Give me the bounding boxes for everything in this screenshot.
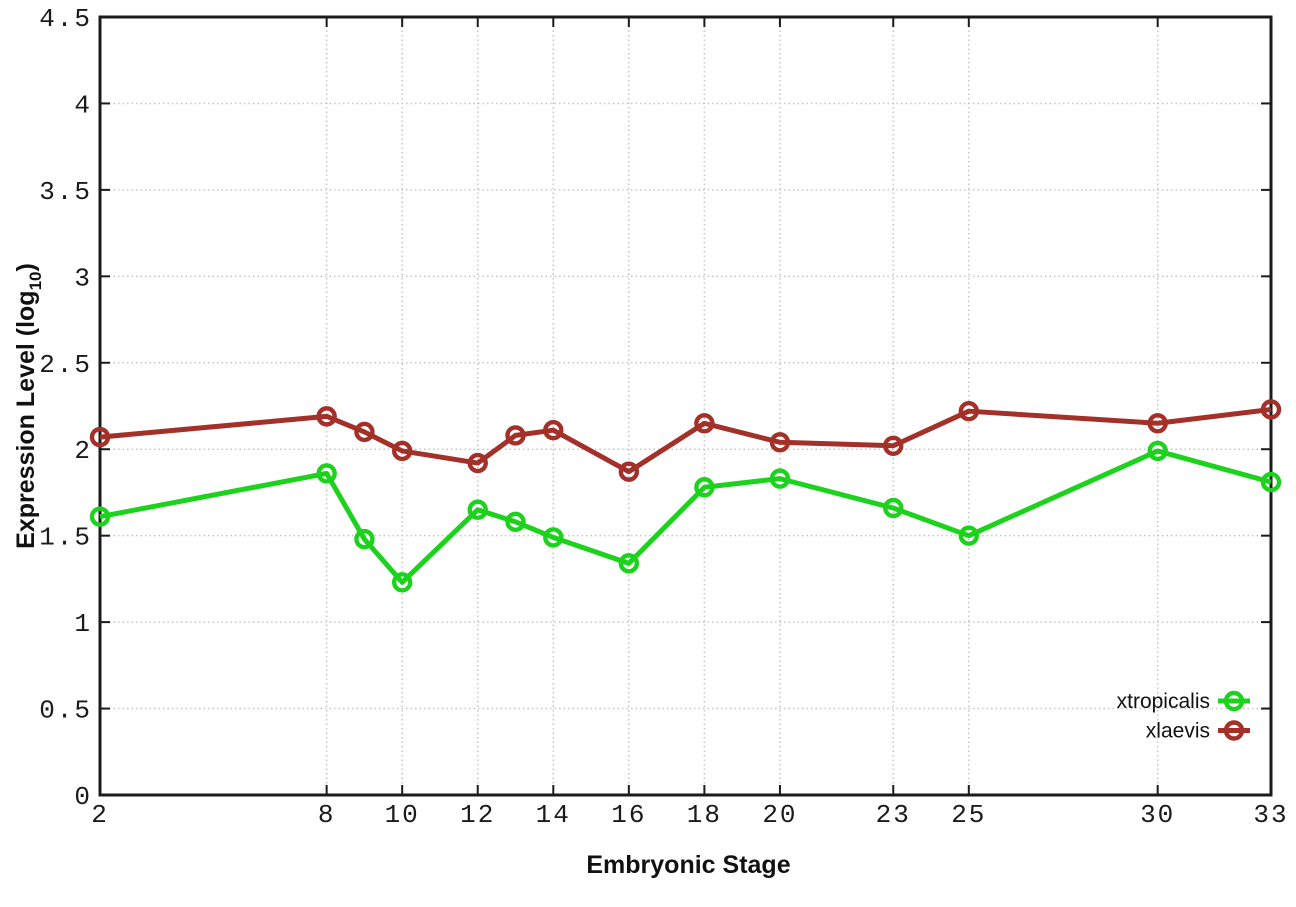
y-axis-title: Expression Level (log10) — [12, 263, 45, 549]
legend-sample-marker-xtropicalis — [1223, 690, 1245, 712]
y-tick-label: 0.5 — [39, 696, 92, 726]
data-point-xlaevis — [316, 406, 337, 427]
x-tick-label: 25 — [951, 800, 986, 830]
y-tick-label: 4.5 — [39, 4, 92, 34]
x-tick-label: 33 — [1253, 800, 1288, 830]
y-tick-label: 2.5 — [39, 350, 92, 380]
data-point-xtropicalis — [1147, 440, 1168, 462]
x-tick-label: 30 — [1140, 800, 1175, 830]
y-tick-label: 4 — [74, 90, 92, 120]
data-point-xtropicalis — [543, 527, 564, 548]
x-tick-label: 14 — [536, 800, 571, 830]
data-point-xlaevis — [505, 425, 526, 446]
plot-border — [98, 15, 1273, 797]
data-point-xlaevis — [543, 420, 564, 441]
series-line-xlaevis — [99, 406, 1272, 475]
x-tick-label: 23 — [876, 800, 911, 830]
data-point-xtropicalis — [694, 477, 715, 498]
data-point-xlaevis — [467, 452, 488, 474]
y-tick-label: 3.5 — [39, 177, 92, 207]
data-point-xlaevis — [769, 432, 791, 453]
data-point-xtropicalis — [89, 506, 111, 527]
data-point-xtropicalis — [618, 553, 640, 574]
data-point-xlaevis — [1260, 399, 1282, 420]
data-point-xlaevis — [89, 426, 111, 448]
x-tick-label: 10 — [385, 800, 420, 830]
x-tick-label: 12 — [460, 800, 495, 830]
data-point-xtropicalis — [316, 463, 337, 484]
data-point-xlaevis — [354, 421, 375, 443]
y-tick-label: 2 — [74, 436, 92, 466]
data-point-xlaevis — [1147, 413, 1168, 434]
data-point-xlaevis — [694, 413, 715, 434]
data-point-xtropicalis — [467, 499, 488, 520]
legend-label-xlaevis: xlaevis — [1146, 720, 1210, 743]
data-point-xtropicalis — [769, 468, 791, 489]
legend-label-xtropicalis: xtropicalis — [1117, 690, 1210, 713]
data-point-xtropicalis — [883, 497, 904, 519]
series-line-xtropicalis — [99, 448, 1272, 585]
data-point-xlaevis — [958, 400, 980, 422]
data-point-xlaevis — [883, 435, 904, 456]
x-axis-title: Embryonic Stage — [586, 851, 790, 879]
y-tick-label: 1.5 — [39, 523, 92, 553]
x-tick-label: 2 — [91, 800, 109, 830]
x-tick-label: 20 — [762, 800, 797, 830]
legend-sample-marker-xlaevis — [1223, 720, 1245, 741]
data-point-xtropicalis — [354, 528, 375, 550]
data-point-xlaevis — [391, 440, 413, 462]
data-point-xtropicalis — [505, 511, 526, 533]
y-tick-label: 1 — [74, 609, 92, 639]
y-tick-label: 3 — [74, 263, 92, 293]
x-tick-label: 16 — [611, 800, 646, 830]
y-tick-label: 0 — [74, 782, 92, 812]
data-point-xtropicalis — [391, 572, 413, 593]
data-point-xtropicalis — [958, 525, 980, 546]
data-point-xlaevis — [618, 461, 640, 482]
data-point-xtropicalis — [1260, 471, 1282, 493]
x-tick-label: 18 — [687, 800, 722, 830]
x-tick-label: 8 — [318, 800, 336, 830]
